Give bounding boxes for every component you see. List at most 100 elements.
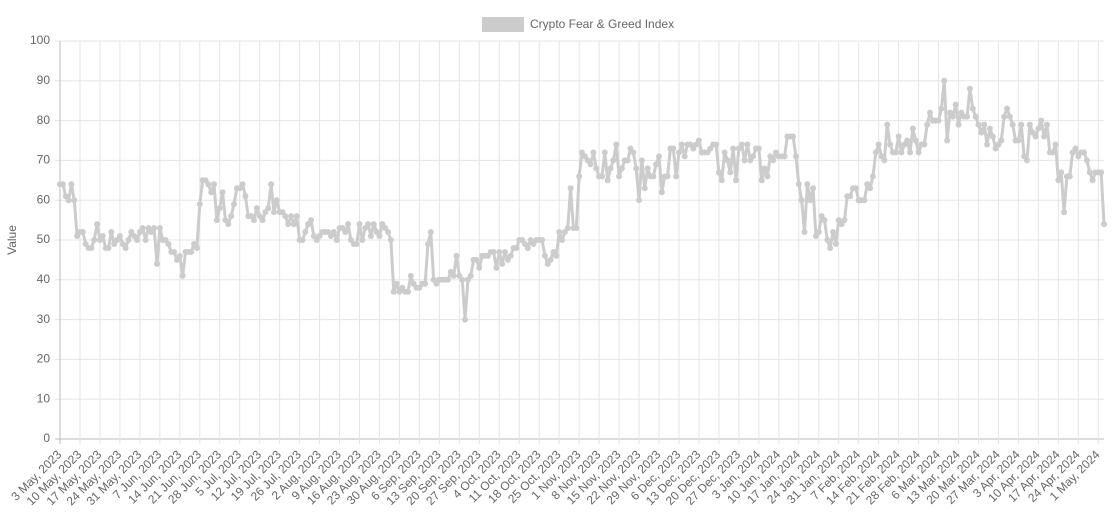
data-point — [476, 264, 483, 271]
data-point — [79, 229, 86, 236]
data-point — [755, 145, 762, 152]
data-point — [193, 244, 200, 251]
data-point — [761, 165, 768, 172]
y-tick-label: 10 — [37, 391, 51, 405]
data-point — [909, 125, 916, 132]
data-point — [847, 193, 854, 200]
data-point — [675, 149, 682, 156]
data-point — [507, 252, 514, 259]
data-point — [105, 244, 112, 251]
data-point — [1081, 149, 1088, 156]
data-point — [810, 185, 817, 192]
data-point — [638, 157, 645, 164]
data-point — [750, 153, 757, 160]
data-point — [792, 153, 799, 160]
data-point — [949, 113, 956, 120]
data-point — [556, 229, 563, 236]
data-point — [607, 165, 614, 172]
data-point — [1041, 133, 1048, 140]
data-point — [587, 161, 594, 168]
data-point — [179, 272, 186, 279]
data-point — [1026, 121, 1033, 128]
data-point — [370, 221, 377, 228]
data-point — [1086, 169, 1093, 176]
data-point — [821, 217, 828, 224]
data-point — [390, 288, 397, 295]
y-tick-label: 60 — [37, 192, 51, 206]
data-point — [453, 252, 460, 259]
data-point — [196, 201, 203, 208]
data-point — [1001, 113, 1008, 120]
data-point — [741, 157, 748, 164]
data-point — [670, 145, 677, 152]
data-point — [242, 193, 249, 200]
data-point — [952, 101, 959, 108]
data-point — [496, 248, 503, 255]
data-point — [333, 237, 340, 243]
data-point — [824, 237, 831, 243]
data-point — [795, 181, 802, 188]
data-point — [213, 217, 220, 224]
data-point — [356, 221, 363, 228]
data-point — [573, 225, 580, 232]
data-point — [541, 252, 548, 259]
data-point — [1052, 141, 1059, 148]
data-point — [801, 229, 808, 236]
data-point — [867, 185, 874, 192]
data-point — [915, 149, 922, 156]
data-point — [139, 225, 146, 232]
data-point — [613, 141, 620, 148]
data-point — [633, 165, 640, 172]
data-point — [852, 185, 859, 192]
data-point — [804, 181, 811, 188]
data-point — [944, 137, 951, 144]
data-point — [365, 221, 372, 228]
data-point — [405, 288, 411, 295]
data-point — [353, 240, 360, 247]
data-point — [501, 248, 508, 255]
data-point — [225, 221, 232, 228]
data-point — [91, 237, 98, 243]
data-point — [656, 153, 663, 160]
data-point — [807, 197, 814, 204]
data-point — [790, 133, 797, 140]
data-point — [721, 149, 728, 156]
data-point — [424, 240, 431, 247]
data-point — [972, 113, 979, 120]
data-point — [1023, 157, 1030, 164]
data-point — [1006, 113, 1013, 120]
data-point — [59, 181, 66, 188]
data-point — [898, 149, 905, 156]
data-point — [718, 177, 725, 184]
legend-swatch — [482, 17, 524, 32]
data-point — [832, 240, 839, 247]
data-point — [798, 197, 805, 204]
data-point — [738, 141, 745, 148]
data-point — [1058, 169, 1065, 176]
data-point — [94, 221, 101, 228]
data-point — [122, 244, 129, 251]
data-point — [450, 272, 457, 279]
data-point — [1101, 221, 1107, 228]
data-point — [907, 149, 914, 156]
data-point — [156, 225, 163, 232]
data-point — [593, 165, 600, 172]
data-point — [641, 185, 648, 192]
data-point — [827, 244, 834, 251]
data-point — [1055, 177, 1062, 184]
data-point — [99, 233, 106, 240]
data-point — [142, 237, 149, 243]
data-point — [1038, 117, 1045, 124]
data-point — [393, 280, 400, 287]
data-point — [116, 233, 123, 240]
data-point — [293, 213, 300, 220]
data-point — [1004, 105, 1011, 112]
y-tick-label: 80 — [37, 113, 51, 127]
data-point — [964, 113, 971, 120]
data-point — [887, 141, 894, 148]
data-point — [892, 149, 899, 156]
data-point — [1035, 125, 1042, 132]
data-point — [975, 121, 982, 128]
data-point — [427, 229, 434, 236]
